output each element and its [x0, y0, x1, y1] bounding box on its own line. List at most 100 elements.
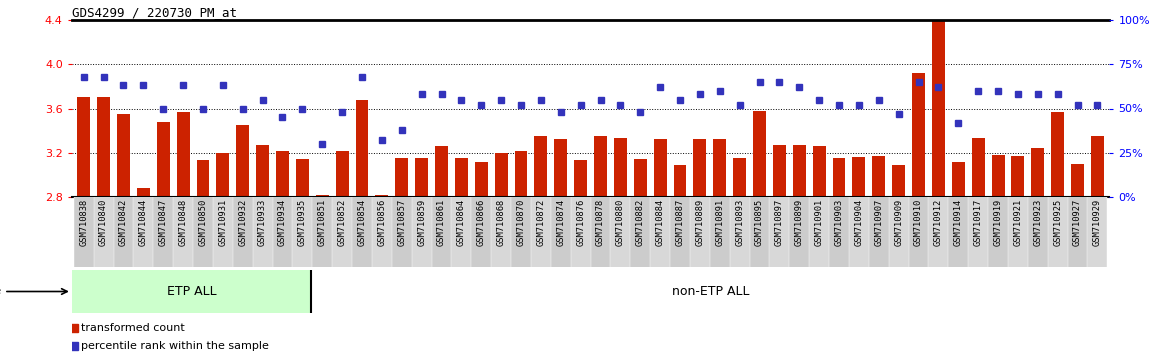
Bar	[790, 197, 809, 267]
Text: GSM710897: GSM710897	[775, 198, 784, 246]
Text: GSM710856: GSM710856	[378, 198, 387, 246]
Bar	[872, 156, 885, 197]
Text: GSM710844: GSM710844	[139, 198, 148, 246]
Bar	[909, 197, 929, 267]
Bar	[372, 197, 391, 267]
Bar	[674, 165, 687, 197]
Text: GSM710884: GSM710884	[655, 198, 665, 246]
Text: GSM710854: GSM710854	[358, 198, 366, 246]
Bar	[236, 125, 249, 197]
Text: disease state: disease state	[0, 286, 67, 297]
Bar	[852, 157, 865, 197]
Bar	[153, 197, 174, 267]
Bar	[650, 197, 670, 267]
Bar	[316, 195, 329, 197]
Bar	[932, 17, 945, 197]
Text: GSM710864: GSM710864	[457, 198, 466, 246]
Bar	[753, 111, 765, 197]
Text: GSM710909: GSM710909	[894, 198, 903, 246]
Text: GSM710932: GSM710932	[239, 198, 248, 246]
Bar	[1087, 197, 1107, 267]
Bar	[233, 197, 252, 267]
Bar	[670, 197, 690, 267]
Bar	[868, 197, 888, 267]
Bar	[133, 197, 153, 267]
Text: GSM710861: GSM710861	[437, 198, 446, 246]
Bar	[991, 155, 1004, 197]
Bar	[137, 188, 149, 197]
Text: GSM710914: GSM710914	[954, 198, 962, 246]
Bar	[1091, 136, 1104, 197]
Bar	[511, 197, 532, 267]
Bar	[594, 136, 607, 197]
Bar	[1032, 148, 1045, 197]
Text: GSM710929: GSM710929	[1093, 198, 1102, 246]
Bar	[1051, 112, 1064, 197]
Bar	[710, 197, 730, 267]
Bar	[988, 197, 1007, 267]
Bar	[475, 161, 488, 197]
Bar	[72, 270, 312, 313]
Text: GSM710895: GSM710895	[755, 198, 764, 246]
Bar	[610, 197, 630, 267]
Bar	[352, 197, 372, 267]
Text: GSM710901: GSM710901	[815, 198, 823, 246]
Text: GSM710852: GSM710852	[338, 198, 346, 246]
Bar	[653, 139, 667, 197]
Text: GSM710889: GSM710889	[696, 198, 704, 246]
Bar	[197, 160, 210, 197]
Bar	[336, 150, 349, 197]
Bar	[630, 197, 650, 267]
Bar	[733, 158, 746, 197]
Bar	[892, 165, 906, 197]
Bar	[256, 145, 269, 197]
Text: GSM710899: GSM710899	[794, 198, 804, 246]
Bar	[952, 161, 965, 197]
Bar	[551, 197, 571, 267]
Bar	[435, 146, 448, 197]
Text: GSM710887: GSM710887	[675, 198, 684, 246]
Bar	[94, 197, 113, 267]
Text: GSM710838: GSM710838	[79, 198, 88, 246]
Text: GSM710917: GSM710917	[974, 198, 983, 246]
Bar	[174, 197, 193, 267]
Text: GSM710851: GSM710851	[317, 198, 327, 246]
Bar	[690, 197, 710, 267]
Text: GSM710910: GSM710910	[914, 198, 923, 246]
Bar	[313, 197, 332, 267]
Bar	[272, 197, 293, 267]
Text: GDS4299 / 220730_PM_at: GDS4299 / 220730_PM_at	[72, 6, 236, 19]
Bar	[1028, 197, 1048, 267]
Bar	[633, 159, 646, 197]
Text: GSM710907: GSM710907	[874, 198, 884, 246]
Text: GSM710857: GSM710857	[397, 198, 406, 246]
Bar	[948, 197, 968, 267]
Bar	[591, 197, 610, 267]
Bar	[375, 195, 388, 197]
Bar	[614, 138, 626, 197]
Bar	[929, 197, 948, 267]
Bar	[177, 112, 190, 197]
Text: GSM710919: GSM710919	[994, 198, 1003, 246]
Text: GSM710903: GSM710903	[835, 198, 843, 246]
Text: GSM710840: GSM710840	[100, 198, 108, 246]
Text: GSM710868: GSM710868	[497, 198, 506, 246]
Bar	[555, 139, 567, 197]
Bar	[113, 197, 133, 267]
Bar	[395, 158, 409, 197]
Text: GSM710931: GSM710931	[219, 198, 227, 246]
Bar	[452, 197, 471, 267]
Bar	[74, 197, 94, 267]
Bar	[217, 153, 229, 197]
Text: GSM710923: GSM710923	[1033, 198, 1042, 246]
Bar	[574, 160, 587, 197]
Text: GSM710893: GSM710893	[735, 198, 745, 246]
Bar	[193, 197, 213, 267]
Text: transformed count: transformed count	[81, 323, 184, 333]
Text: GSM710934: GSM710934	[278, 198, 287, 246]
Bar	[769, 197, 790, 267]
Text: percentile rank within the sample: percentile rank within the sample	[81, 341, 269, 351]
Bar	[913, 73, 925, 197]
Bar	[252, 197, 272, 267]
Bar	[713, 139, 726, 197]
